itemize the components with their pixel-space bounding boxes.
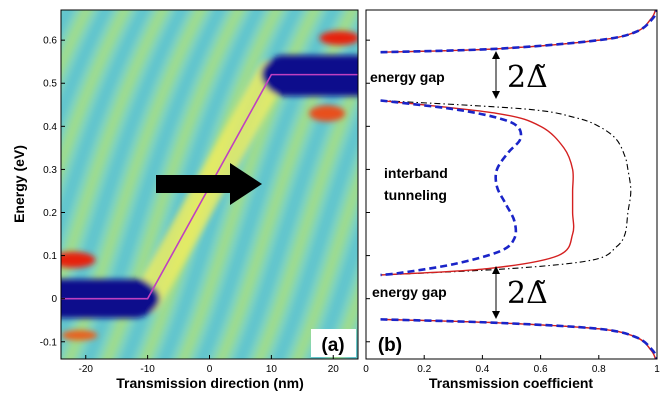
- x-tick-label: 10: [266, 364, 278, 375]
- fringe-stripe: [273, 116, 358, 359]
- panel-b-frame: [365, 9, 658, 360]
- tunneling-label: tunneling: [384, 187, 447, 203]
- gap-symbol-bottom: 2Δ̃: [507, 276, 548, 311]
- x-tick-label: 1: [654, 364, 660, 375]
- fringe-stripe: [235, 27, 358, 359]
- curve-dashed-upper: [380, 10, 657, 54]
- fringe-stripe: [0, 0, 59, 379]
- arrow-down-icon: [492, 91, 500, 99]
- fringe-stripe: [83, 10, 225, 359]
- x-tick-label: -20: [79, 364, 94, 375]
- arrow-head-icon: [230, 163, 262, 205]
- transmission-panel-b: energy gap energy gap interband tunnelin…: [363, 9, 660, 391]
- y-tick-label: 0.3: [43, 165, 57, 176]
- fringe-stripe: [61, 10, 130, 177]
- x-tick-label: 20: [328, 364, 340, 375]
- gap-arrow-top: [492, 51, 500, 99]
- transmission-curves: [380, 10, 657, 359]
- fringe-stripe: [197, 10, 339, 359]
- y-tick-label: -0.1: [40, 337, 58, 348]
- fringe-stripe: [178, 10, 320, 359]
- x-tick-label: -10: [140, 364, 155, 375]
- fringe-stripe: [292, 169, 358, 359]
- panel-b-background: [366, 10, 657, 359]
- gap-arrow-bottom: [492, 266, 500, 319]
- interband-label: interband: [384, 165, 448, 181]
- arrow-shaft: [156, 175, 236, 193]
- y-tick-label: 0.4: [43, 122, 57, 133]
- y-tick-label: 0.6: [43, 36, 57, 47]
- x-tick-label: 0.8: [592, 364, 606, 375]
- x-tick-label: 0.2: [417, 364, 431, 375]
- red-spot-right-lower: [309, 105, 346, 122]
- fringe-stripe: [121, 10, 263, 359]
- panel-b-ticks: 0 0.2 0.4 0.6 0.8 1: [363, 39, 660, 375]
- fringe-stripe: [254, 69, 358, 359]
- arrow-up-icon: [492, 51, 500, 59]
- energy-gap-bottom-label: energy gap: [372, 284, 447, 300]
- panel-a-label: (a): [321, 335, 344, 356]
- fringe-stripe: [61, 10, 187, 346]
- panel-a-xlabel: Transmission direction (nm): [116, 375, 303, 391]
- fringe-stripe: [159, 10, 301, 359]
- x-tick-label: 0.6: [534, 364, 548, 375]
- y-tick-label: 0.1: [43, 251, 57, 262]
- arrow-up-icon: [492, 266, 500, 274]
- red-spot-left-upper: [61, 251, 96, 268]
- curve-solid-middle: [380, 99, 575, 276]
- fringe-stripe: [61, 10, 149, 235]
- arrow-down-icon: [492, 311, 500, 319]
- curve-dashdot-middle: [380, 99, 632, 276]
- curve-dashed-lower: [380, 318, 657, 359]
- panel-b-xlabel: Transmission coefficient: [429, 375, 593, 391]
- dark-band-right: [261, 55, 358, 97]
- gap-symbol-top: 2Δ̃: [507, 60, 548, 95]
- heatmap-panel-a: (a) -20 -10 0 10 20 -0.1 0 0.1 0.2 0.3 0.4 0.5 0.6 T…: [0, 0, 359, 391]
- curve-dashed-middle: [380, 99, 523, 277]
- x-tick-label: 0: [363, 364, 369, 375]
- fringe-stripe: [61, 10, 111, 124]
- fringe-stripe: [61, 10, 168, 293]
- panel-a-ylabel: Energy (eV): [11, 145, 27, 223]
- y-tick-label: 0.5: [43, 79, 57, 90]
- red-spot-left-lower: [61, 330, 98, 341]
- fringe-stripe: [216, 10, 358, 359]
- red-spot-right-upper: [319, 31, 358, 46]
- x-tick-label: 0.4: [475, 364, 489, 375]
- x-tick-label: 0: [207, 364, 213, 375]
- panel-a-ticks: -20 -10 0 10 20 -0.1 0 0.1 0.2 0.3 0.4 0.5 0.6: [40, 36, 339, 375]
- y-tick-label: 0: [51, 294, 57, 305]
- interference-fringes: [0, 0, 358, 379]
- heatmap-field: [0, 0, 358, 379]
- panel-b-label-box: [368, 329, 412, 357]
- panel-a-label-box: [311, 329, 356, 357]
- fringe-stripe: [102, 10, 244, 359]
- energy-gap-top-label: energy gap: [370, 69, 445, 85]
- fringe-stripe: [61, 10, 92, 77]
- panel-b-label: (b): [378, 335, 402, 356]
- y-tick-label: 0.2: [43, 208, 57, 219]
- direction-arrow: [156, 163, 262, 205]
